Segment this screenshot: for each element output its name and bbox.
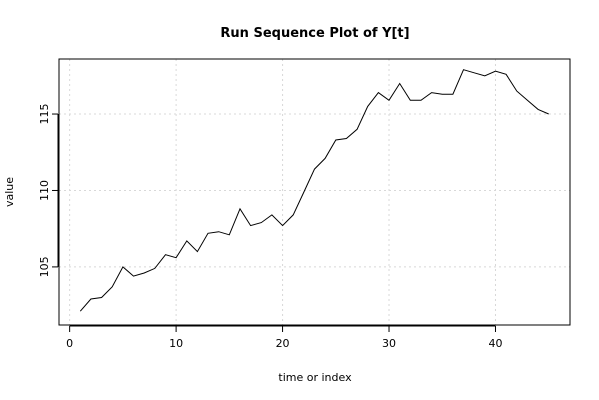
- x-tick-label: 20: [276, 337, 290, 350]
- chart-title: Run Sequence Plot of Y[t]: [220, 26, 409, 41]
- grid: [59, 59, 570, 325]
- plot-frame: [58, 58, 571, 326]
- x-tick-label: 40: [488, 337, 502, 350]
- x-tick-label: 30: [382, 337, 396, 350]
- y-tick-label: 105: [38, 256, 51, 277]
- series-line: [79, 69, 549, 312]
- y-axis: 105 110 115: [38, 104, 59, 277]
- y-tick-label: 110: [38, 180, 51, 201]
- y-tick-label: 115: [38, 104, 51, 125]
- y-axis-label: value: [3, 177, 16, 207]
- x-tick-label: 10: [169, 337, 183, 350]
- x-tick-label: 0: [66, 337, 73, 350]
- x-axis-label: time or index: [278, 371, 352, 384]
- x-axis: 0 10 20 30 40: [66, 325, 502, 350]
